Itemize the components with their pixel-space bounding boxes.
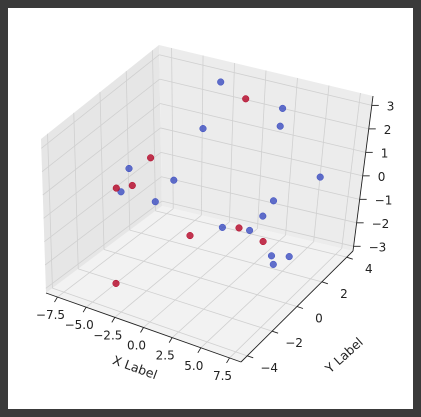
- y-tick-mark: [271, 330, 279, 334]
- data-point-blue: [269, 260, 277, 268]
- z-tick-label: −3: [369, 240, 387, 254]
- x-tick-label: −7.5: [36, 308, 65, 322]
- y-tick-label: −4: [260, 361, 278, 375]
- data-point-blue: [117, 188, 125, 196]
- data-point-red: [242, 95, 250, 103]
- x-gridline-back: [200, 55, 204, 216]
- z-gridline-back: [159, 54, 372, 106]
- figure: −7.5 −5.0 −2.5 0.0 2.5 5.0 7.5 −4 −2 0 2 4 −3 −2 −1 0 1 2…: [8, 8, 413, 409]
- x-tick-label: −2.5: [93, 328, 122, 342]
- floor-pane: [46, 206, 353, 362]
- data-point-blue: [279, 104, 287, 112]
- data-point-blue: [276, 122, 284, 130]
- data-point-red: [259, 237, 267, 246]
- z-gridline-left: [43, 127, 161, 219]
- x-tick-label: 7.5: [213, 369, 232, 383]
- y-gridline-floor: [155, 210, 347, 258]
- x-tick-mark: [54, 296, 58, 303]
- y-gridline-floor: [52, 287, 248, 357]
- x-tick-mark: [82, 306, 87, 313]
- data-point-blue: [267, 252, 276, 260]
- x-tick-mark: [140, 327, 144, 333]
- z-tick-label: −1: [375, 193, 393, 207]
- z-gridline-back: [160, 127, 363, 177]
- z-gridline-left: [44, 152, 162, 242]
- y-tick-mark: [296, 306, 304, 309]
- z-gridline-back: [161, 200, 354, 247]
- y-tick-label: 4: [365, 262, 373, 276]
- x-tick-mark: [168, 337, 173, 343]
- data-point-blue: [218, 223, 226, 231]
- data-point-blue: [217, 78, 225, 86]
- y-gridline-left: [47, 133, 53, 289]
- data-point-blue: [316, 173, 324, 181]
- x-tick-mark: [226, 357, 230, 364]
- data-point-red: [186, 232, 194, 240]
- x-gridline-back: [229, 62, 235, 222]
- left-wall-pane: [41, 45, 162, 293]
- data-point-red: [112, 279, 120, 287]
- y-gridline-left: [125, 71, 131, 231]
- y-axis-label: Y Label: [321, 334, 365, 376]
- z-axis-line: [352, 95, 374, 252]
- z-tick-label: 3: [387, 99, 395, 113]
- x-tick-label: 5.0: [184, 359, 203, 373]
- y-gridline-floor: [103, 249, 298, 307]
- data-point-blue: [151, 198, 159, 206]
- x-gridline-back: [341, 92, 361, 249]
- z-gridline-left: [44, 176, 162, 266]
- back-wall-pane: [159, 45, 373, 251]
- x-tick-mark: [197, 347, 202, 354]
- z-gridline-back: [159, 78, 369, 130]
- data-point-blue: [285, 253, 293, 261]
- scatter-3d-plot: −7.5−5.0−2.5 0.0 2.5 5.0 7.5 −4 −2 0 2 4 −3 −2 −1 0 1 2…: [36, 45, 395, 383]
- y-gridline-floor: [78, 268, 273, 332]
- x-tick-label: 0.0: [127, 339, 146, 353]
- data-point-red: [235, 224, 243, 232]
- y-tick-mark: [247, 355, 254, 359]
- data-point-blue: [170, 176, 178, 184]
- y-gridline-left: [99, 91, 105, 250]
- data-point-blue: [259, 212, 267, 220]
- z-gridline-left: [45, 200, 163, 289]
- data-point-red: [112, 184, 120, 192]
- data-point-blue: [246, 226, 254, 234]
- x-tick-mark: [111, 317, 116, 323]
- data-point-blue: [199, 125, 207, 133]
- z-gridline-left: [41, 54, 160, 149]
- data-point-blue: [125, 164, 133, 173]
- y-gridline-floor: [129, 229, 322, 283]
- y-tick-label: 2: [340, 287, 348, 301]
- z-tick-label: 2: [384, 123, 392, 137]
- y-tick-label: 0: [315, 312, 323, 326]
- data-point-red: [128, 181, 136, 190]
- x-gridline-back: [285, 77, 298, 236]
- x-tick-label: −5.0: [65, 318, 94, 332]
- y-gridline-left: [152, 50, 156, 211]
- z-tick-label: 0: [378, 170, 386, 184]
- z-gridline-back: [160, 151, 360, 200]
- x-gridline-back: [257, 70, 267, 229]
- z-gridline-left: [41, 78, 160, 172]
- data-point-red: [147, 154, 155, 162]
- x-axis-label: X Label: [111, 352, 160, 382]
- data-point-blue: [269, 197, 278, 205]
- x-tick-label: 2.5: [156, 349, 175, 363]
- x-gridline-back: [313, 85, 330, 242]
- z-gridline-left: [42, 103, 161, 196]
- y-gridline-left: [73, 112, 79, 269]
- z-gridline-back: [161, 176, 357, 224]
- z-tick-label: 1: [381, 146, 389, 160]
- z-gridline-back: [159, 103, 366, 153]
- y-tick-mark: [321, 281, 329, 285]
- z-tick-label: −2: [372, 217, 390, 231]
- y-tick-mark: [346, 256, 353, 260]
- y-tick-label: −2: [285, 336, 303, 350]
